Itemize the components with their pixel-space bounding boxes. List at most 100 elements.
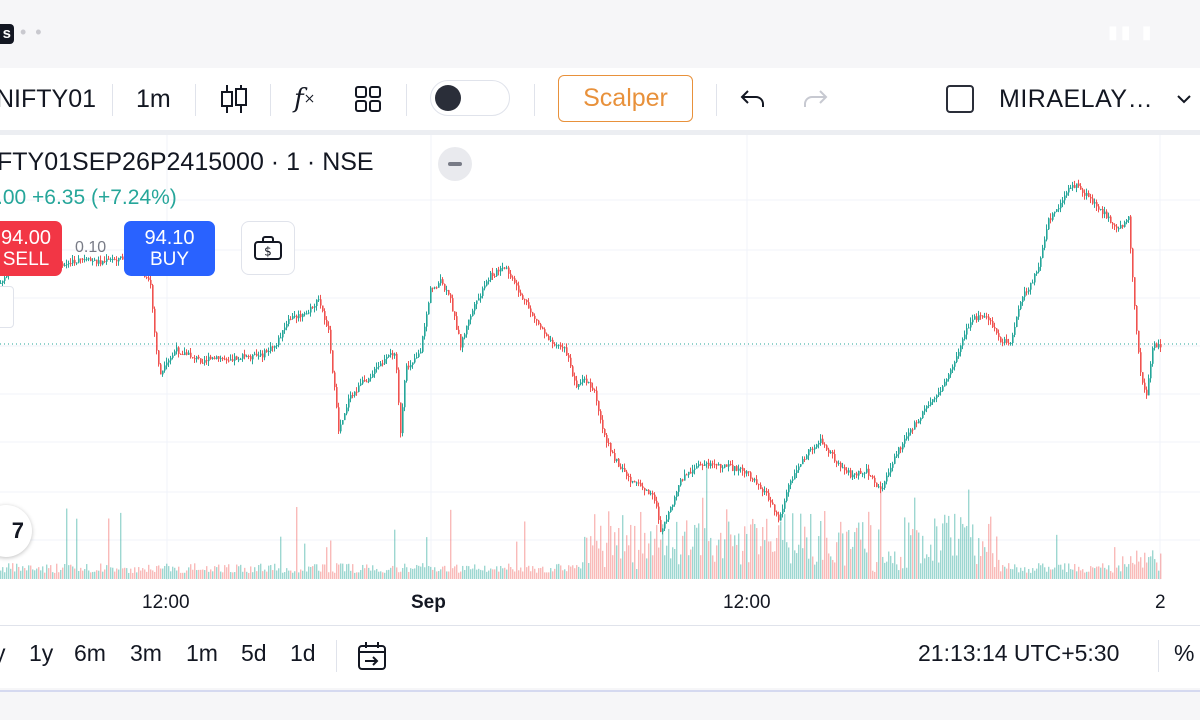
candle: [920, 418, 922, 421]
candle: [694, 468, 696, 470]
volume-bar: [436, 571, 438, 579]
volume-bar: [920, 563, 922, 579]
price-chart[interactable]: [0, 135, 1200, 625]
range-button[interactable]: 1m: [186, 640, 218, 666]
candle: [1072, 185, 1074, 188]
candle: [942, 386, 944, 391]
volume-bar: [170, 571, 172, 579]
candle: [1140, 352, 1142, 373]
candle: [576, 380, 578, 387]
theme-toggle[interactable]: [430, 80, 510, 116]
candle: [834, 454, 836, 462]
candle: [954, 361, 956, 367]
candle: [718, 464, 720, 466]
candle: [566, 347, 568, 356]
percent-scale-toggle[interactable]: %: [1174, 640, 1195, 666]
buy-button[interactable]: 94.10 BUY: [124, 221, 215, 276]
volume-bar: [434, 567, 436, 579]
candle: [826, 445, 828, 450]
range-button[interactable]: 3m: [130, 640, 162, 666]
account-selector[interactable]: MIRAELAY…: [999, 84, 1154, 113]
range-button[interactable]: 6m: [74, 640, 106, 666]
volume-bar: [534, 568, 536, 579]
candle: [688, 471, 690, 475]
candle: [748, 471, 750, 473]
interval-selector[interactable]: 1m: [136, 84, 171, 113]
tradingview-logo-icon[interactable]: 7: [0, 505, 32, 557]
candle: [90, 258, 92, 262]
candle: [334, 372, 336, 388]
volume-bar: [632, 562, 634, 579]
candle: [148, 277, 150, 280]
candle: [612, 451, 614, 454]
candle: [404, 380, 406, 408]
undo-icon[interactable]: [740, 68, 766, 130]
candle: [74, 259, 76, 264]
candle: [670, 507, 672, 512]
indicators-icon[interactable]: f ×: [294, 84, 316, 114]
candle: [924, 408, 926, 412]
volume-bar: [482, 570, 484, 579]
chevron-down-icon[interactable]: [1176, 68, 1192, 130]
volume-bar: [784, 514, 786, 579]
volume-bar: [70, 564, 72, 579]
candles-icon[interactable]: [219, 68, 249, 130]
volume-bar: [682, 535, 684, 579]
volume-bar: [1008, 563, 1010, 579]
candle: [490, 272, 492, 280]
symbol-selector[interactable]: NIFTY01: [0, 84, 97, 113]
volume-bar: [224, 565, 226, 579]
volume-bar: [480, 569, 482, 579]
redo-icon[interactable]: [802, 68, 828, 130]
sell-button[interactable]: 94.00 SELL: [0, 221, 62, 276]
candle: [788, 484, 790, 493]
account-checkbox[interactable]: [946, 85, 974, 113]
volume-bar: [1034, 570, 1036, 579]
candle: [598, 401, 600, 412]
layouts-icon[interactable]: [354, 68, 382, 130]
volume-bar: [604, 567, 606, 579]
volume-bar: [806, 537, 808, 579]
collapse-legend-button[interactable]: [438, 147, 472, 181]
volume-bar: [172, 566, 174, 579]
volume-bar: [230, 572, 232, 579]
range-button[interactable]: 1y: [29, 640, 54, 666]
volume-bar: [248, 572, 250, 579]
candle: [672, 504, 674, 508]
volume-bar: [800, 513, 802, 579]
volume-bar: [1072, 569, 1074, 579]
volume-bar: [464, 569, 466, 579]
cash-icon[interactable]: $: [241, 221, 295, 275]
candle: [516, 282, 518, 286]
candle: [156, 332, 158, 351]
candle: [580, 382, 582, 385]
range-button[interactable]: 5d: [241, 640, 267, 666]
scalper-button[interactable]: Scalper: [558, 75, 693, 122]
candle: [282, 330, 284, 338]
candle: [776, 511, 778, 515]
clock-timezone[interactable]: 21:13:14 UTC+5:30: [918, 640, 1120, 666]
volume-bar: [818, 536, 820, 579]
candle: [872, 476, 874, 478]
candle: [1156, 343, 1158, 348]
volume-bar: [64, 564, 66, 579]
volume-bar: [884, 562, 886, 579]
volume-bar: [460, 571, 462, 579]
candle: [896, 454, 898, 457]
candle: [782, 508, 784, 514]
volume-bar: [154, 571, 156, 579]
volume-bar: [946, 522, 948, 579]
candle: [712, 463, 714, 465]
goto-date-icon[interactable]: [356, 625, 388, 687]
drawing-toolbar-handle[interactable]: [0, 286, 14, 328]
candle: [918, 420, 920, 424]
volume-bar: [422, 563, 424, 579]
chart-pane[interactable]: [0, 135, 1200, 625]
candle: [814, 447, 816, 450]
range-button[interactable]: 1d: [290, 640, 316, 666]
volume-bar: [574, 568, 576, 579]
candle: [1064, 195, 1066, 201]
range-button[interactable]: y: [0, 640, 6, 667]
candle: [860, 470, 862, 474]
volume-bar: [790, 563, 792, 579]
